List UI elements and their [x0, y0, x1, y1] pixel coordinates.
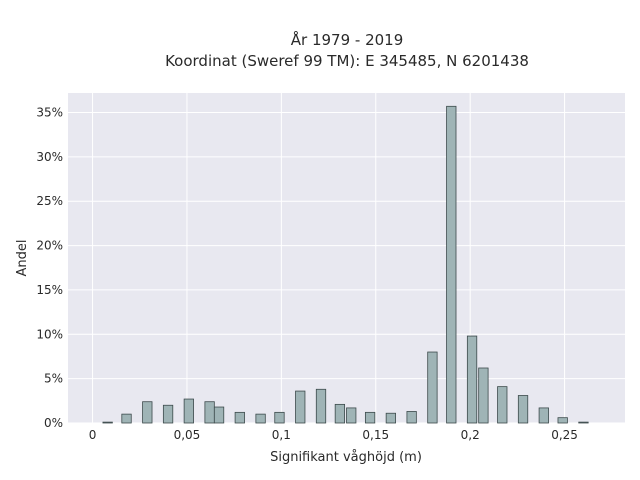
x-tick-label: 0	[89, 428, 97, 442]
chart-subtitle: Koordinat (Sweref 99 TM): E 345485, N 62…	[165, 52, 529, 70]
y-tick-label: 10%	[36, 327, 63, 341]
histogram-bar	[466, 335, 478, 424]
histogram-bar	[102, 421, 113, 424]
histogram-bar	[142, 401, 153, 424]
y-tick-label: 20%	[36, 239, 63, 253]
histogram-bar	[204, 401, 215, 424]
y-axis-label: Andel	[15, 240, 30, 277]
x-tick-label: 0,25	[551, 428, 578, 442]
x-axis-ticks: 0 0,05 0,1 0,15 0,2 0,25	[89, 428, 578, 442]
grid-lines	[68, 93, 625, 424]
histogram-bar	[162, 404, 174, 424]
histogram-bar	[234, 411, 245, 424]
histogram-bar	[578, 421, 589, 424]
y-axis-ticks: 0% 5% 10% 15% 20% 25% 30% 35%	[36, 106, 63, 430]
histogram-bar	[497, 386, 508, 424]
y-tick-label: 5%	[44, 372, 63, 386]
histogram-bar	[295, 390, 306, 424]
x-tick-label: 0,1	[272, 428, 291, 442]
histogram-bar	[183, 398, 194, 424]
histogram-bar	[517, 395, 529, 424]
y-tick-label: 35%	[36, 106, 63, 120]
y-tick-label: 15%	[36, 283, 63, 297]
histogram-bar	[478, 367, 489, 424]
y-tick-label: 0%	[44, 416, 63, 430]
x-tick-label: 0,05	[174, 428, 201, 442]
histogram-bar	[557, 417, 568, 424]
histogram-bar	[406, 411, 417, 424]
x-axis-label: Signifikant våghöjd (m)	[270, 450, 422, 465]
histogram-bar	[385, 412, 396, 424]
y-tick-label: 25%	[36, 194, 63, 208]
histogram-bar	[538, 407, 549, 424]
histogram-bar	[315, 388, 327, 424]
x-tick-label: 0,2	[461, 428, 480, 442]
histogram-bar	[364, 411, 376, 424]
histogram-bar	[446, 105, 457, 424]
bars	[102, 105, 589, 424]
chart-title: År 1979 - 2019	[291, 30, 404, 49]
histogram-bar	[346, 407, 357, 424]
histogram-bar	[255, 413, 266, 424]
histogram-bar	[274, 411, 285, 424]
histogram-bar	[213, 406, 225, 424]
y-tick-label: 30%	[36, 150, 63, 164]
histogram-bar	[334, 403, 346, 424]
x-tick-label: 0,15	[362, 428, 389, 442]
histogram-bar	[121, 413, 132, 424]
histogram-bar	[427, 351, 438, 424]
plot-area	[68, 93, 625, 423]
